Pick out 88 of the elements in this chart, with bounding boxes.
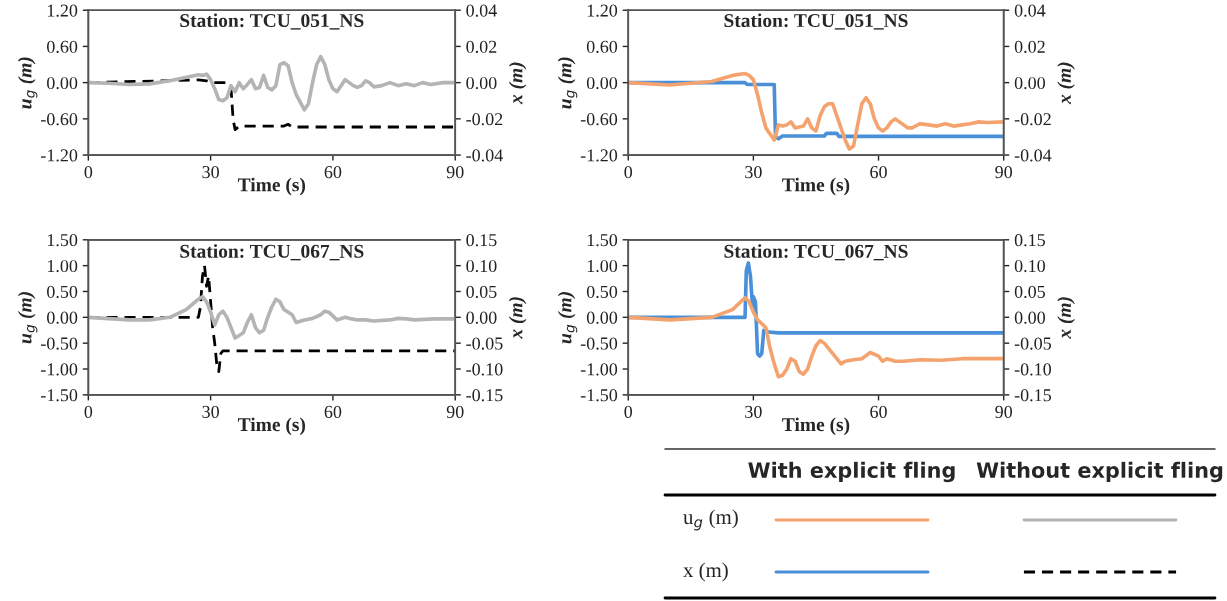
y2-axis-title: x (m) xyxy=(1057,297,1075,339)
text: Without explicit fling xyxy=(976,461,1223,483)
y-tick-label: 1.20 xyxy=(587,4,618,17)
y2-tick-label: 0.15 xyxy=(1014,234,1045,247)
text: x (m) xyxy=(683,562,728,582)
y2-tick-label: 0.15 xyxy=(466,234,497,247)
line-series xyxy=(88,294,456,340)
x-tick-label: 30 xyxy=(202,166,219,179)
y-tick-label: 1.50 xyxy=(47,234,78,247)
x-axis-title: Time (s) xyxy=(782,417,850,436)
y-tick-label: 1.00 xyxy=(587,259,618,273)
chart-title: Station: TCU_051_NS xyxy=(724,13,908,30)
chart-title: Station: TCU_051_NS xyxy=(180,13,364,30)
x-tick-label: 90 xyxy=(995,405,1013,418)
y2-tick-label: -0.10 xyxy=(1014,363,1052,376)
y-tick-label: -1.50 xyxy=(580,389,618,402)
x-tick-label: 90 xyxy=(446,166,464,179)
y2-tick-label: -0.15 xyxy=(1014,389,1052,402)
x-tick-label: 0 xyxy=(84,405,93,418)
y2-tick-label: 0.05 xyxy=(1014,285,1045,299)
x-tick-label: 60 xyxy=(324,405,342,418)
y2-tick-label: 0.00 xyxy=(466,311,497,324)
x-axis-title: Time (s) xyxy=(237,417,306,436)
chart-title: Station: TCU_067_NS xyxy=(180,244,364,261)
y2-tick-label: 0.02 xyxy=(466,40,497,53)
y2-axis-title: x (m) xyxy=(508,297,527,339)
y-axis-title: u$_{g}$ (m) xyxy=(17,57,38,109)
y-axis-title: u$_{g}$ (m) xyxy=(17,292,38,344)
y-tick-label: 0.00 xyxy=(47,76,78,90)
x-tick-label: 60 xyxy=(870,166,887,179)
y-tick-label: -0.50 xyxy=(580,337,618,350)
x-tick-label: 90 xyxy=(446,405,464,418)
y2-tick-label: 0.04 xyxy=(1014,4,1046,17)
y2-tick-label: -0.05 xyxy=(1014,337,1052,350)
y-tick-label: -1.00 xyxy=(580,363,618,376)
y2-tick-label: -0.02 xyxy=(466,113,503,126)
x-axis-title: Time (s) xyxy=(782,177,850,196)
y-tick-label: -0.60 xyxy=(580,113,618,126)
x-tick-label: 0 xyxy=(624,166,633,179)
line-series xyxy=(628,71,1004,151)
line-series xyxy=(88,54,456,112)
y-tick-label: 0.60 xyxy=(47,40,78,53)
y2-tick-label: -0.05 xyxy=(466,337,503,350)
y2-tick-label: 0.02 xyxy=(1014,40,1045,53)
y2-tick-label: -0.15 xyxy=(466,389,503,402)
x-tick-label: 60 xyxy=(870,405,887,418)
x-tick-label: 60 xyxy=(324,166,342,179)
x-tick-label: 0 xyxy=(624,405,633,418)
y-tick-label: 0.00 xyxy=(586,311,618,324)
y2-axis-title: x (m) xyxy=(508,62,527,105)
y2-tick-label: 0.10 xyxy=(1014,259,1046,273)
text: With explicit fling xyxy=(748,461,955,483)
x-tick-label: 90 xyxy=(995,166,1013,179)
y-axis-title: u$_{g}$ (m) xyxy=(557,292,578,344)
line-series xyxy=(628,295,1004,379)
y-tick-label: 1.50 xyxy=(587,234,618,247)
y2-tick-label: 0.05 xyxy=(466,285,497,299)
y-tick-label: 0.50 xyxy=(47,285,78,299)
text: u$_{g}$ (m) xyxy=(683,509,738,531)
x-tick-label: 30 xyxy=(202,405,219,418)
y-tick-label: -0.50 xyxy=(40,337,78,350)
x-axis-title: Time (s) xyxy=(237,177,306,196)
y2-tick-label: -0.10 xyxy=(466,363,503,376)
y-tick-label: -1.00 xyxy=(40,363,78,376)
y-axis-title: u$_{g}$ (m) xyxy=(557,57,578,109)
y2-tick-label: -0.02 xyxy=(1014,113,1051,126)
y-tick-label: 0.60 xyxy=(586,40,618,53)
y2-tick-label: 0.04 xyxy=(466,4,497,17)
y-tick-label: 0.50 xyxy=(586,285,618,299)
y-tick-label: -1.50 xyxy=(40,389,78,402)
y2-tick-label: -0.04 xyxy=(1014,149,1052,162)
y-tick-label: 1.20 xyxy=(47,4,78,17)
chart-title: Station: TCU_067_NS xyxy=(724,244,908,261)
y2-tick-label: 0.10 xyxy=(466,259,497,273)
y-tick-label: 0.00 xyxy=(586,76,618,90)
y2-tick-label: 0.00 xyxy=(1014,311,1046,324)
y-tick-label: 1.00 xyxy=(47,259,78,273)
x-tick-label: 0 xyxy=(84,166,93,179)
y-tick-label: -1.20 xyxy=(40,149,78,162)
y2-tick-label: 0.00 xyxy=(466,76,497,90)
y-tick-label: 0.00 xyxy=(47,311,78,324)
y-tick-label: -0.60 xyxy=(40,113,78,126)
x-tick-label: 30 xyxy=(745,166,762,179)
x-tick-label: 30 xyxy=(745,405,762,418)
y2-axis-title: x (m) xyxy=(1057,62,1075,105)
y2-tick-label: 0.00 xyxy=(1014,76,1046,90)
y-tick-label: -1.20 xyxy=(580,149,618,162)
y2-tick-label: -0.04 xyxy=(466,149,503,162)
